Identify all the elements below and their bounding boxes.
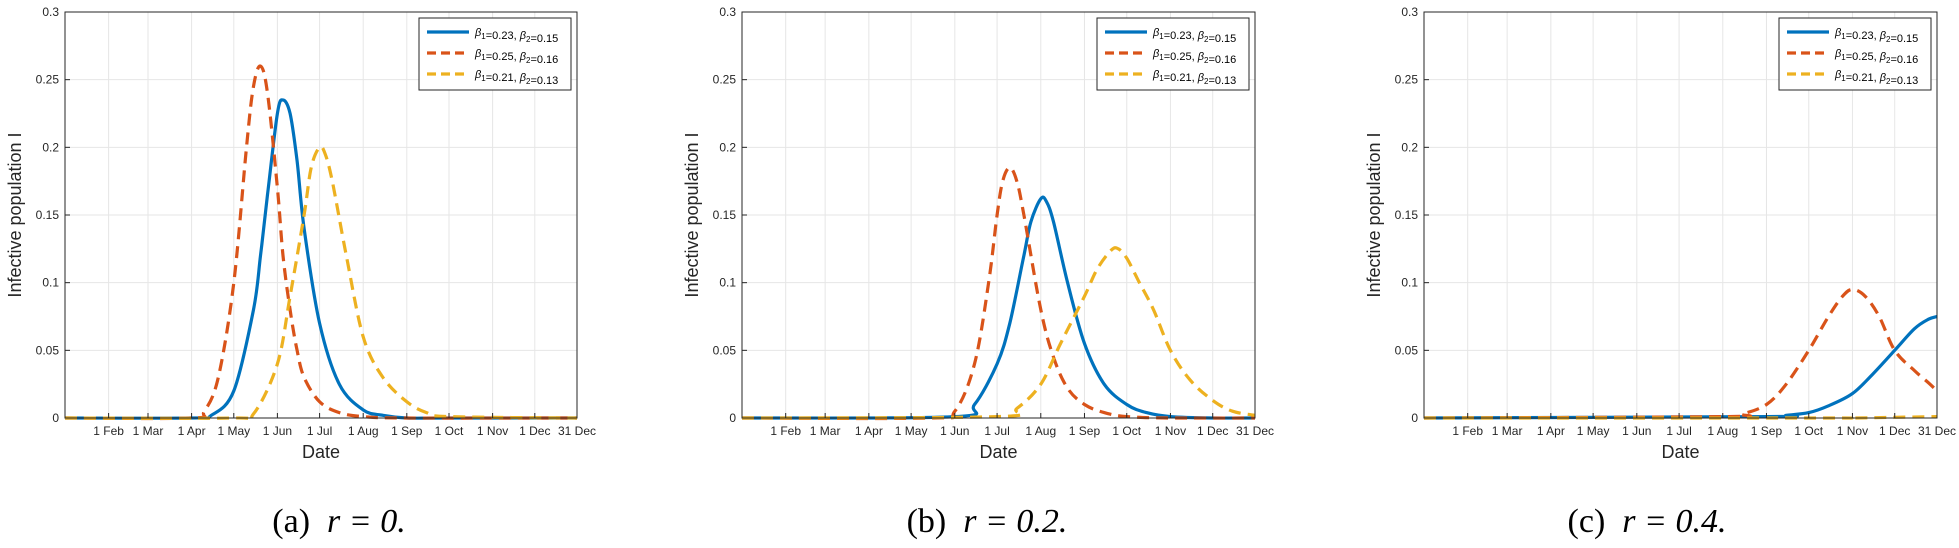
legend-entry-label: β1=0.25, β2=0.16 [1834, 48, 1918, 66]
series-line-b-3 [741, 246, 1256, 420]
x-tick-label: 1 Sep [1751, 424, 1783, 438]
x-tick-label: 31 Dec [1918, 424, 1956, 438]
legend-a: β1=0.23, β2=0.15 β1=0.25, β2=0.16 β1=0.21,… [418, 17, 572, 91]
x-tick-label: 1 Dec [519, 424, 550, 438]
x-tick-label: 1 Jun [1622, 424, 1651, 438]
x-tick-label: 1 Apr [178, 424, 206, 438]
y-tick-label: 0 [52, 411, 59, 425]
y-tick-label: 0.1 [42, 276, 59, 290]
x-tick-label: 1 May [1577, 424, 1610, 438]
x-tick-label: 1 Jul [984, 424, 1009, 438]
caption-c-math: r = 0.4. [1622, 503, 1727, 540]
y-tick-label: 0.15 [36, 208, 60, 222]
y-tick-label: 0.1 [719, 276, 736, 290]
x-tick-label: 1 Feb [770, 424, 801, 438]
x-tick-label: 1 Sep [1069, 424, 1101, 438]
y-axis-label: Infective population I [682, 132, 702, 297]
x-tick-label: 1 Oct [1794, 424, 1823, 438]
x-tick-label: 1 Jun [940, 424, 969, 438]
x-tick-label: 1 Nov [477, 424, 508, 438]
series-line-a-3 [64, 145, 578, 421]
legend-entry-label: β1=0.25, β2=0.16 [474, 48, 558, 66]
chart-c: 0 0.05 0.1 0.15 0.2 0.25 0.3 1 Feb 1 Mar 1 Apr 1 M… [1364, 5, 1956, 462]
x-tick-label: 1 May [895, 424, 928, 438]
chart-a: 0 0.05 0.1 0.15 0.2 0.25 0.3 1 Feb 1 Mar 1 Apr 1 M… [5, 5, 596, 462]
x-tick-label: 1 Jun [263, 424, 292, 438]
y-tick-label: 0.15 [713, 208, 737, 222]
x-axis-label: Date [979, 442, 1017, 462]
x-tick-label: 31 Dec [1236, 424, 1274, 438]
x-tick-label: 1 Jul [1666, 424, 1691, 438]
x-tick-label: 1 Apr [1537, 424, 1565, 438]
series-line-a-2 [64, 64, 578, 421]
y-tick-label: 0.2 [719, 140, 736, 154]
x-tick-label: 1 May [217, 424, 250, 438]
legend-entry-label: β1=0.21, β2=0.13 [474, 69, 558, 87]
y-tick-label: 0.05 [713, 343, 737, 357]
legend-entry-label: β1=0.23, β2=0.15 [1834, 27, 1918, 45]
x-tick-label: 1 Aug [1025, 424, 1056, 438]
x-tick-label: 1 Dec [1879, 424, 1910, 438]
caption-b: (b) r = 0.2. [907, 503, 1068, 541]
y-tick-label: 0.3 [42, 5, 59, 19]
legend-c: β1=0.23, β2=0.15 β1=0.25, β2=0.16 β1=0.21,… [1778, 17, 1932, 91]
x-axis-label: Date [1661, 442, 1699, 462]
x-tick-label: 1 Apr [855, 424, 883, 438]
chart-b: 0 0.05 0.1 0.15 0.2 0.25 0.3 1 Feb 1 Mar 1 Apr 1 M… [682, 5, 1274, 462]
legend-entry-label: β1=0.23, β2=0.15 [1152, 27, 1236, 45]
series-line-b-1 [741, 195, 1256, 420]
legend-entry-label: β1=0.25, β2=0.16 [1152, 48, 1236, 66]
y-axis-label: Infective population I [1364, 132, 1384, 297]
legend-entry-label: β1=0.23, β2=0.15 [474, 27, 558, 45]
caption-c: (c) r = 0.4. [1568, 503, 1727, 541]
x-tick-label: 1 Feb [1452, 424, 1483, 438]
y-tick-label: 0.2 [1401, 140, 1418, 154]
caption-a: (a) r = 0. [272, 503, 405, 541]
x-tick-label: 1 Dec [1197, 424, 1228, 438]
y-tick-label: 0.3 [719, 5, 736, 19]
caption-b-label: (b) [906, 503, 947, 540]
x-tick-label: 1 Mar [810, 424, 841, 438]
caption-a-label: (a) [272, 503, 311, 540]
x-tick-label: 1 Nov [1155, 424, 1186, 438]
caption-c-label: (c) [1567, 503, 1606, 540]
x-tick-label: 31 Dec [558, 424, 596, 438]
x-tick-label: 1 Aug [1707, 424, 1738, 438]
y-tick-label: 0.1 [1401, 276, 1418, 290]
y-tick-label: 0 [1411, 411, 1418, 425]
y-tick-label: 0 [729, 411, 736, 425]
y-tick-label: 0.05 [36, 343, 60, 357]
y-tick-label: 0.25 [713, 73, 737, 87]
legend-entry-label: β1=0.21, β2=0.13 [1834, 69, 1918, 87]
x-tick-label: 1 Nov [1837, 424, 1868, 438]
x-tick-label: 1 Feb [93, 424, 124, 438]
caption-a-math: r = 0. [327, 503, 406, 540]
y-tick-label: 0.05 [1395, 343, 1419, 357]
x-tick-label: 1 Aug [348, 424, 379, 438]
series-line-c-2 [1423, 287, 1939, 420]
legend-b: β1=0.23, β2=0.15 β1=0.25, β2=0.16 β1=0.21,… [1096, 17, 1250, 91]
x-tick-label: 1 Oct [1112, 424, 1141, 438]
x-tick-label: 1 Sep [391, 424, 423, 438]
x-axis-label: Date [302, 442, 340, 462]
y-tick-label: 0.15 [1395, 208, 1419, 222]
series-line-b-2 [741, 166, 1256, 421]
legend-entry-label: β1=0.21, β2=0.13 [1152, 69, 1236, 87]
y-tick-label: 0.25 [1395, 73, 1419, 87]
y-tick-label: 0.25 [36, 73, 60, 87]
x-tick-label: 1 Mar [133, 424, 164, 438]
series-line-a-1 [64, 98, 577, 420]
y-tick-label: 0.3 [1401, 5, 1418, 19]
y-tick-label: 0.2 [42, 140, 59, 154]
caption-b-math: r = 0.2. [963, 503, 1068, 540]
y-axis-label: Infective population I [5, 132, 25, 297]
x-tick-label: 1 Oct [435, 424, 464, 438]
x-tick-label: 1 Mar [1492, 424, 1523, 438]
x-tick-label: 1 Jul [307, 424, 332, 438]
